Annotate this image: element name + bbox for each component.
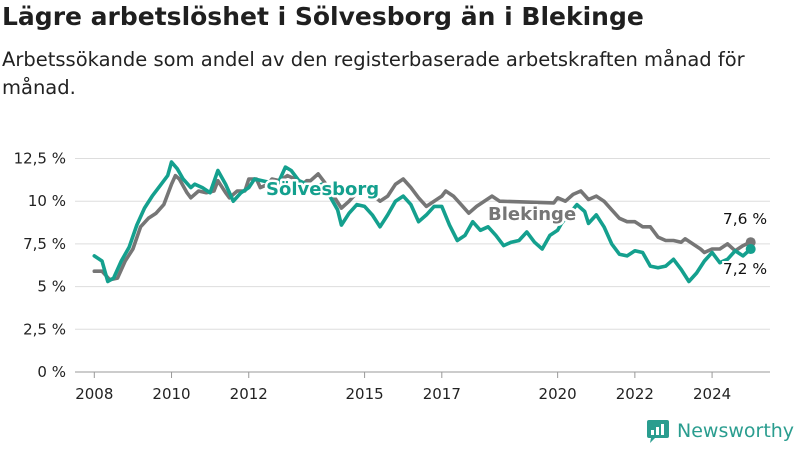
brand-name: Newsworthy [677,420,795,442]
gridlines [75,158,770,373]
newsworthy-logo-icon [647,420,669,443]
end-value-label-solvesborg: 7,2 % [723,260,767,278]
series-lines [92,160,756,284]
x-tick-label: 2017 [423,385,461,403]
series-line-blekinge [92,172,753,282]
x-tick-label: 2022 [616,385,654,403]
x-tick-label: 2020 [539,385,577,403]
y-tick-label: 12,5 % [14,150,66,168]
x-axis-ticks: 2008 2010 2012 2015 2017 2020 2022 2024 [75,372,731,403]
x-tick-label: 2024 [693,385,731,403]
chart-subtitle: Arbetssökande som andel av den registerb… [2,48,745,99]
brand-footer: Newsworthy [645,418,794,444]
y-tick-label: 7,5 % [23,235,66,253]
chart-title: Lägre arbetslöshet i Sölvesborg än i Ble… [2,2,644,31]
y-tick-label: 10 % [28,192,66,210]
y-tick-label: 2,5 % [23,320,66,338]
y-tick-label: 0 % [37,363,66,381]
y-tick-label: 5 % [37,278,66,296]
x-tick-label: 2012 [230,385,268,403]
series-line-solvesborg [92,160,753,284]
x-tick-label: 2015 [345,385,383,403]
end-value-label-blekinge: 7,6 % [723,210,767,228]
series-labels: Sölvesborg Blekinge 7,6 % 7,2 % [264,177,770,281]
series-label-solvesborg: Sölvesborg [266,179,379,200]
end-point-solvesborg [745,244,756,255]
series-label-blekinge: Blekinge [488,204,576,225]
x-tick-label: 2010 [152,385,190,403]
end-point-blekinge [745,237,756,248]
x-tick-label: 2008 [75,385,113,403]
y-axis-ticks: 0 % 2,5 % 5 % 7,5 % 10 % 12,5 % [14,150,66,381]
